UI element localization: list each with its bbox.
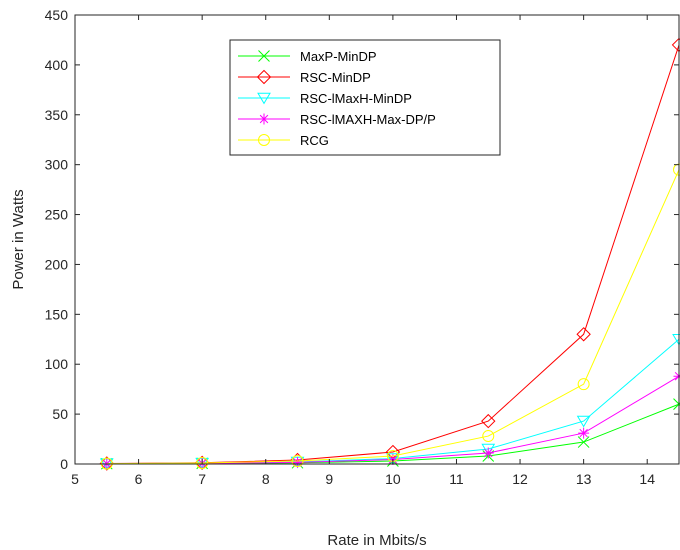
data-point	[481, 413, 496, 429]
y-tick-label: 250	[45, 207, 69, 223]
data-point	[196, 457, 209, 470]
legend-item: RCG	[238, 133, 329, 148]
data-point	[576, 327, 591, 342]
legend-swatch-marker	[258, 134, 270, 146]
y-tick-label: 350	[45, 107, 69, 123]
legend-swatch-marker	[258, 113, 270, 125]
legend-item: RSC-lMaxH-MinDP	[238, 91, 412, 106]
plot-frame	[74, 14, 680, 465]
y-tick-label: 450	[45, 7, 69, 23]
data-point	[482, 430, 495, 443]
legend-label: RSC-MinDP	[300, 70, 371, 85]
y-tick-label: 400	[45, 57, 69, 73]
legend-label: MaxP-MinDP	[300, 49, 377, 64]
x-tick-label: 11	[449, 471, 464, 487]
x-tick-label: 12	[512, 471, 528, 487]
data-point	[577, 436, 590, 448]
legend-swatch-marker	[258, 50, 270, 62]
legend-swatch-marker	[256, 69, 272, 85]
x-tick-label: 5	[71, 471, 79, 487]
y-tick-label: 300	[45, 157, 69, 173]
x-tick-label: 7	[198, 471, 206, 487]
legend: MaxP-MinDP RSC-MinDP RSC-lMaxH-MinDP RSC-lM…	[229, 39, 501, 156]
y-tick-label: 150	[45, 306, 69, 322]
data-point	[482, 447, 494, 459]
legend-item: MaxP-MinDP	[238, 49, 377, 64]
data-point	[577, 378, 590, 391]
legend-item: RSC-MinDP	[238, 69, 371, 85]
legend-label: RSC-lMAXH-Max-DP/P	[300, 112, 436, 127]
data-point	[292, 456, 304, 468]
axes: 5 6 7 8 9 10 11 12 13 14 0 50 100 150 200 250 300 350 400 4…	[45, 7, 680, 487]
legend-item: RSC-lMAXH-Max-DP/P	[238, 112, 436, 127]
x-axis-label: Rate in Mbits/s	[327, 532, 426, 549]
x-tick-label: 10	[385, 471, 401, 487]
legend-label: RCG	[300, 133, 329, 148]
legend-label: RSC-lMaxH-MinDP	[300, 91, 412, 106]
x-tick-label: 6	[135, 471, 143, 487]
y-tick-label: 200	[45, 256, 69, 272]
x-tick-label: 8	[262, 471, 270, 487]
data-point	[291, 455, 304, 468]
y-tick-label: 0	[60, 456, 68, 472]
y-tick-label: 50	[52, 406, 68, 422]
legend-swatch-marker	[257, 92, 271, 105]
data-point	[578, 427, 590, 439]
x-tick-label: 14	[639, 471, 655, 487]
y-axis-label: Power in Watts	[10, 189, 27, 289]
x-tick-label: 13	[576, 471, 592, 487]
x-tick-label: 9	[325, 471, 333, 487]
data-point	[576, 415, 591, 428]
y-tick-label: 100	[45, 356, 69, 372]
